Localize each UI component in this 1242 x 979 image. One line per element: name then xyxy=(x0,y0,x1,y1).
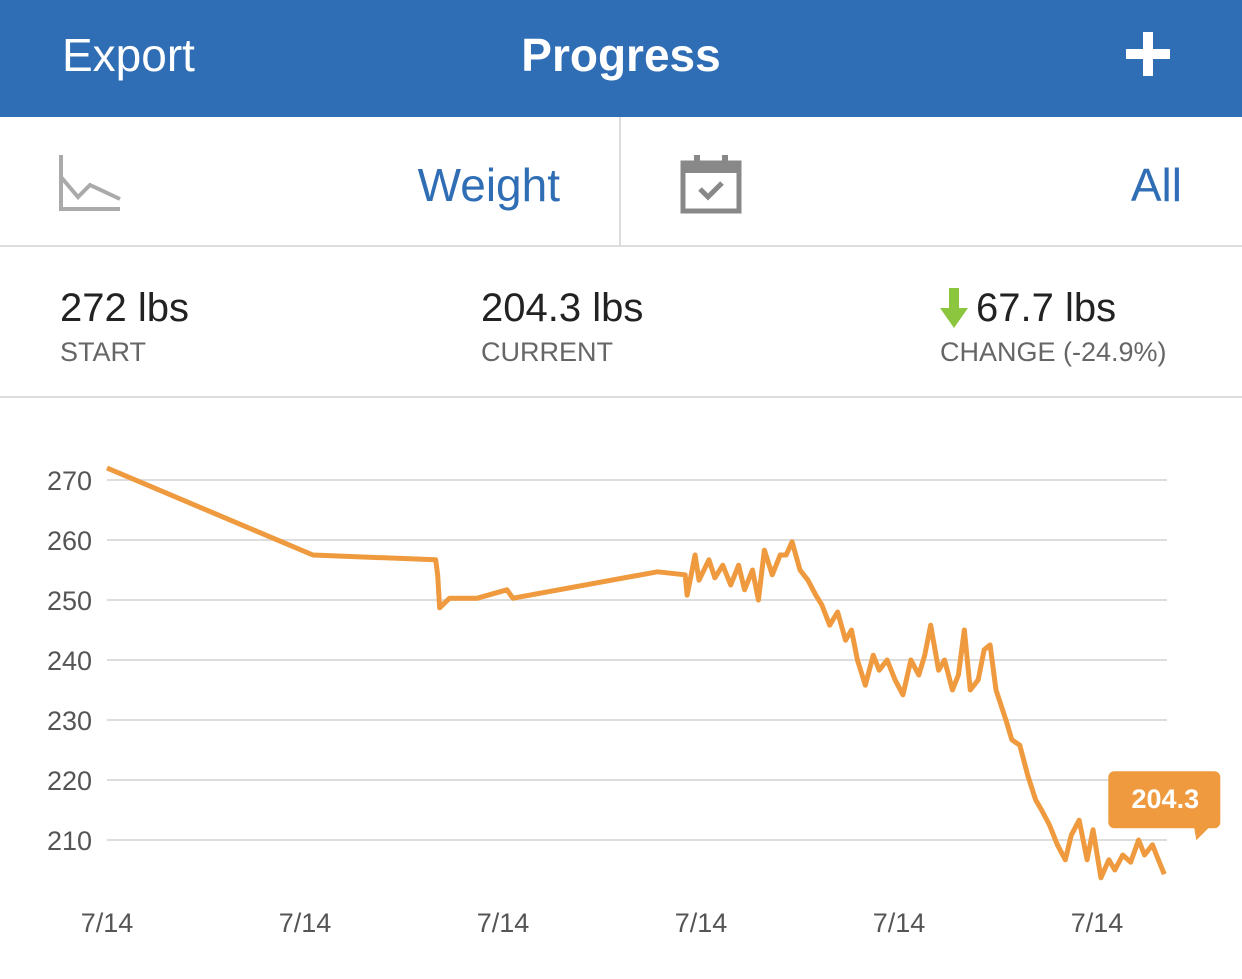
header-title: Progress xyxy=(521,29,721,81)
chart-icon xyxy=(59,155,121,211)
weight-line xyxy=(106,465,1167,881)
chart: 210 220 230 240 250 260 270 7/14 7/14 7/14 7/14 7/1… xyxy=(47,465,1221,938)
stat-value: 67.7 lbs xyxy=(976,286,1117,330)
add-button[interactable] xyxy=(1124,30,1172,78)
y-tick-label: 260 xyxy=(47,526,92,556)
x-tick-label: 7/14 xyxy=(675,908,728,938)
value-callout xyxy=(1108,771,1221,841)
stat-value: 272 lbs xyxy=(60,286,189,330)
header-bar: Export Progress xyxy=(0,0,1242,117)
y-tick-label: 240 xyxy=(47,646,92,676)
x-tick-label: 7/14 xyxy=(81,908,134,938)
x-tick-label: 7/14 xyxy=(279,908,332,938)
stat-label: CHANGE (-24.9%) xyxy=(940,337,1167,367)
y-tick-label: 230 xyxy=(47,706,92,736)
value-label: 204.3 xyxy=(1132,784,1200,814)
y-tick-label: 210 xyxy=(47,826,92,856)
divider xyxy=(0,396,1242,398)
x-tick-label: 7/14 xyxy=(1071,908,1124,938)
stat-label: CURRENT xyxy=(481,337,613,367)
metric-selector[interactable]: Weight xyxy=(417,159,560,211)
stat-label: START xyxy=(60,337,147,367)
export-button[interactable]: Export xyxy=(62,29,195,81)
y-tick-label: 250 xyxy=(47,586,92,616)
stat-value: 204.3 lbs xyxy=(481,286,644,330)
range-selector[interactable]: All xyxy=(1130,159,1182,211)
divider xyxy=(619,117,621,247)
x-tick-label: 7/14 xyxy=(873,908,926,938)
x-tick-label: 7/14 xyxy=(477,908,530,938)
calendar-icon xyxy=(680,155,742,214)
y-tick-label: 270 xyxy=(47,466,92,496)
divider xyxy=(0,245,1242,247)
y-tick-label: 220 xyxy=(47,766,92,796)
down-arrow-icon xyxy=(940,288,968,328)
